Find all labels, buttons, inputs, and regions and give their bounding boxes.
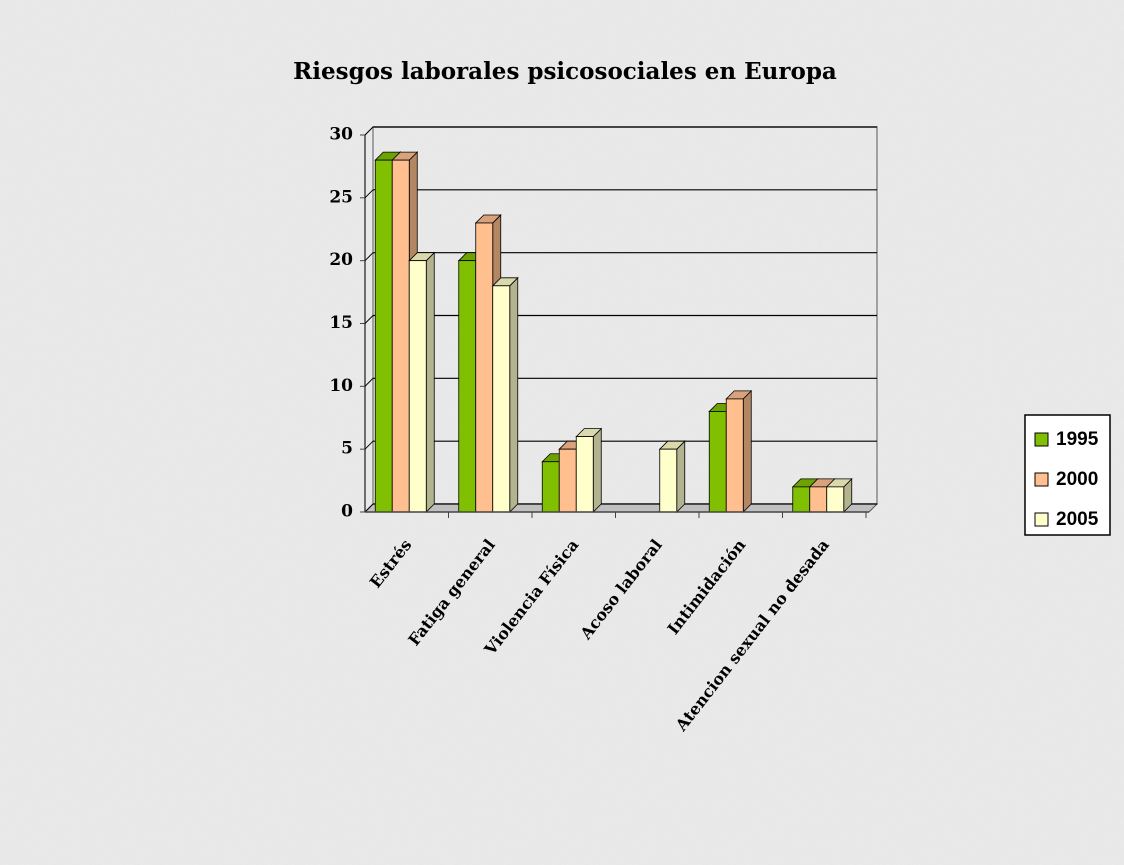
grid-line-depth [364,252,374,262]
bar-front [809,486,828,513]
bar-side [676,440,686,513]
legend-swatch [1034,512,1049,527]
bar-front [492,285,511,513]
grid-line-depth [364,315,374,324]
bar-front [475,222,494,513]
y-tick-label: 15 [329,313,353,333]
bar-side [592,427,602,513]
y-tick-label: 10 [329,376,353,396]
bar [408,251,436,513]
bar [825,477,853,513]
bar [491,276,519,513]
grid-line-depth [364,126,374,136]
bar-front [575,436,594,513]
bar [575,427,603,513]
legend-swatch [1034,472,1049,487]
bar-front [374,159,393,513]
bar-front [826,486,845,513]
grid-line-depth [364,440,374,450]
chart-title: Riesgos laborales psicosociales en Europ… [293,58,837,85]
grid-line-depth [364,503,374,513]
legend-label: 1995 [1056,429,1099,450]
bar-side [509,276,519,513]
legend-label: 2005 [1056,509,1099,530]
bar-front [792,486,811,513]
bar-front [408,260,427,513]
y-tick-label: 25 [329,187,353,207]
bar-front [558,448,577,513]
y-tick-label: 20 [329,250,353,270]
y-tick-label: 30 [329,125,353,145]
bar [658,440,686,513]
bar-front [659,448,678,513]
bar-front [391,159,410,513]
bar-front [541,461,560,513]
bar-side [425,251,435,513]
y-tick-label: 0 [341,502,353,522]
grid-line-depth [364,377,374,387]
legend-swatch [1034,432,1049,447]
bar-side [742,389,752,513]
bar-front [458,260,477,513]
bar-front [725,398,744,513]
legend-label: 2000 [1056,469,1098,490]
bar [725,389,753,513]
grid-line-depth [364,189,374,199]
y-tick-label: 5 [341,439,353,459]
bar-front [708,411,727,513]
